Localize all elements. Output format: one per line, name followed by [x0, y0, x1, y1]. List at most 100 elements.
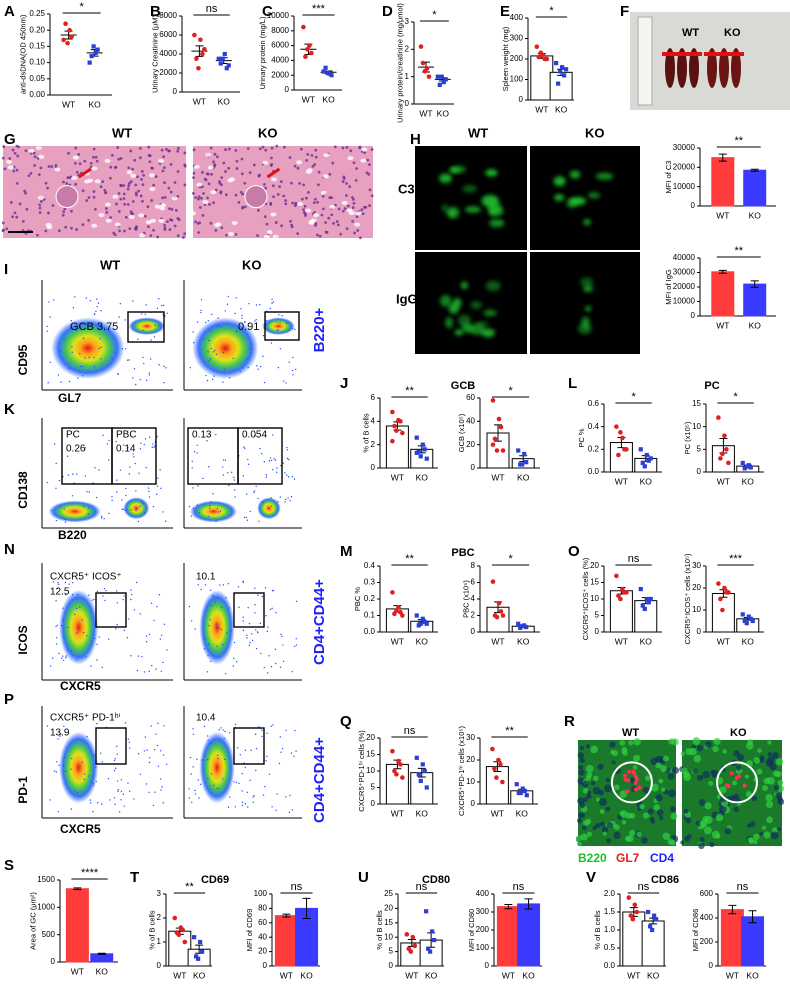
nucleus	[343, 207, 347, 210]
y-tick-label: 0	[697, 467, 702, 476]
x-tick-label: KO	[425, 970, 438, 980]
event	[152, 804, 155, 807]
nucleus	[183, 163, 187, 167]
dot	[412, 943, 418, 949]
event	[103, 517, 105, 520]
wt-bar	[662, 52, 702, 56]
dot	[646, 909, 651, 915]
event	[204, 584, 207, 586]
event	[196, 452, 198, 454]
event	[101, 515, 103, 518]
cell	[699, 819, 708, 828]
nucleus	[208, 202, 211, 206]
event	[62, 765, 65, 767]
lumen	[158, 158, 165, 163]
event	[60, 381, 62, 383]
event	[137, 338, 139, 340]
nucleus	[1, 221, 5, 225]
nucleus	[167, 149, 171, 153]
cell	[658, 778, 664, 784]
event	[55, 600, 57, 602]
dot	[420, 60, 426, 66]
event	[160, 304, 163, 307]
dot	[654, 917, 659, 922]
event	[143, 750, 146, 752]
cell	[581, 825, 588, 831]
event	[53, 443, 56, 445]
lumen	[91, 223, 98, 228]
cell	[578, 764, 584, 770]
event	[108, 459, 110, 461]
nucleus	[302, 208, 305, 212]
dot	[648, 596, 653, 602]
event	[291, 369, 294, 372]
event	[230, 471, 233, 474]
significance: ns	[513, 881, 525, 893]
event	[277, 329, 280, 331]
dot	[724, 447, 729, 452]
cell	[622, 750, 628, 756]
y-tick-label: 400	[700, 913, 714, 922]
he-image	[1, 144, 187, 239]
flow-image	[183, 563, 302, 681]
nucleus	[284, 202, 288, 206]
gl7	[633, 787, 638, 792]
gate	[233, 727, 265, 765]
event	[246, 493, 248, 495]
lumen	[310, 218, 317, 223]
event	[162, 754, 165, 756]
bar	[711, 271, 735, 317]
event	[207, 320, 209, 322]
nucleus	[240, 172, 244, 176]
event	[59, 350, 62, 352]
y-tick-label: 10	[366, 766, 375, 775]
event	[210, 660, 212, 663]
event	[262, 355, 264, 357]
event	[116, 491, 118, 493]
nucleus	[163, 196, 167, 199]
event	[156, 744, 159, 747]
bar	[736, 618, 760, 633]
event	[285, 382, 287, 384]
nucleus	[264, 148, 268, 152]
event	[116, 753, 118, 755]
event	[206, 440, 208, 442]
error-bar	[195, 45, 204, 57]
event	[209, 358, 212, 360]
nucleus	[176, 234, 180, 238]
event	[113, 759, 116, 762]
event	[135, 383, 137, 386]
cell	[698, 799, 706, 807]
event	[291, 670, 293, 673]
event	[247, 606, 249, 609]
event	[240, 308, 242, 310]
dot	[224, 66, 229, 71]
event	[269, 457, 272, 459]
event	[137, 753, 140, 755]
x-tick-label: WT	[193, 96, 206, 106]
cell	[765, 800, 774, 809]
nucleus	[210, 172, 213, 176]
x-tick-label: KO	[300, 970, 313, 980]
nucleus	[283, 145, 286, 149]
dot	[644, 452, 649, 458]
dot	[63, 21, 68, 27]
density	[123, 497, 150, 520]
nucleus	[2, 145, 6, 148]
cell	[712, 745, 719, 753]
y-tick-label: 0	[471, 627, 476, 636]
nucleus	[160, 148, 164, 152]
nucleus	[201, 170, 204, 174]
cell	[767, 752, 773, 757]
y-tick-label: 20	[258, 947, 267, 956]
event	[207, 643, 210, 645]
nucleus	[68, 176, 72, 180]
y-axis-label: GCB (x10⁵)	[457, 413, 466, 452]
y-tick-label: 20	[384, 904, 393, 913]
y-tick-label: 100	[510, 75, 524, 84]
nucleus	[342, 177, 346, 180]
nucleus	[234, 149, 238, 152]
bar	[274, 915, 298, 967]
dot	[740, 460, 745, 466]
signal	[462, 184, 478, 193]
